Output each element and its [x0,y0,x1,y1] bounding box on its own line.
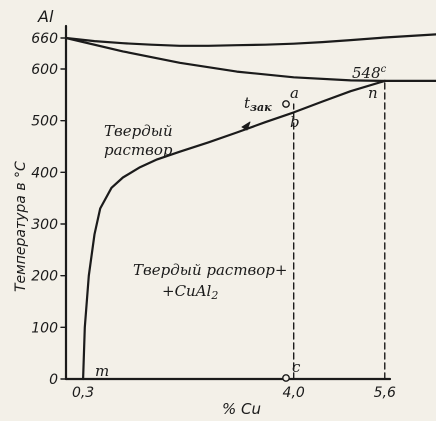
region-solid-solution-line2: раствор [104,141,173,159]
y-tick-label: 0 [49,372,58,388]
point-c-marker [282,374,290,382]
point-label-b: b [290,113,300,131]
region-two-phase-sub: 2 [210,289,218,302]
x-tick-label: 0,3 [72,385,94,401]
x-tick-label: 5,6 [374,385,396,401]
eutectic-temp-label: 548c [352,64,387,82]
region-solid-solution-line1: Твердый [104,122,173,140]
solvus-curve [82,79,386,381]
liquidus-curve [64,33,436,47]
point-label-a: a [290,84,299,102]
quench-temp-t: t [244,94,251,112]
eutectic-temp-value: 548 [352,64,381,82]
eutectic-temp-unit: c [381,64,387,75]
element-label: Al [37,7,54,26]
region-two-phase-main: +CuAl [162,282,212,300]
quench-temp-sub: зак [250,101,272,114]
y-tick-label: 500 [31,114,58,130]
y-tick-label: 660 [31,31,58,47]
y-axis-label: Температура в °C [13,161,29,292]
quench-temp-label: tзак [244,94,272,114]
region-two-phase-line1: Твердый раствор+ [133,261,287,279]
curve-arrowhead [241,121,251,131]
y-tick-label: 200 [31,269,58,285]
point-a-marker [282,100,290,108]
point-label-c: c [292,358,301,376]
point-label-m: m [95,362,109,380]
point-label-n: n [368,84,378,102]
x-axis-label: % Cu [222,400,261,418]
y-tick-label: 600 [31,62,58,78]
y-tick-label: 300 [31,217,58,233]
region-two-phase-line2: +CuAl2 [162,282,218,302]
solidus-curve [64,36,436,82]
y-tick-label: 400 [31,165,58,181]
x-tick-label: 4,0 [283,385,305,401]
y-tick-label: 100 [31,320,58,336]
